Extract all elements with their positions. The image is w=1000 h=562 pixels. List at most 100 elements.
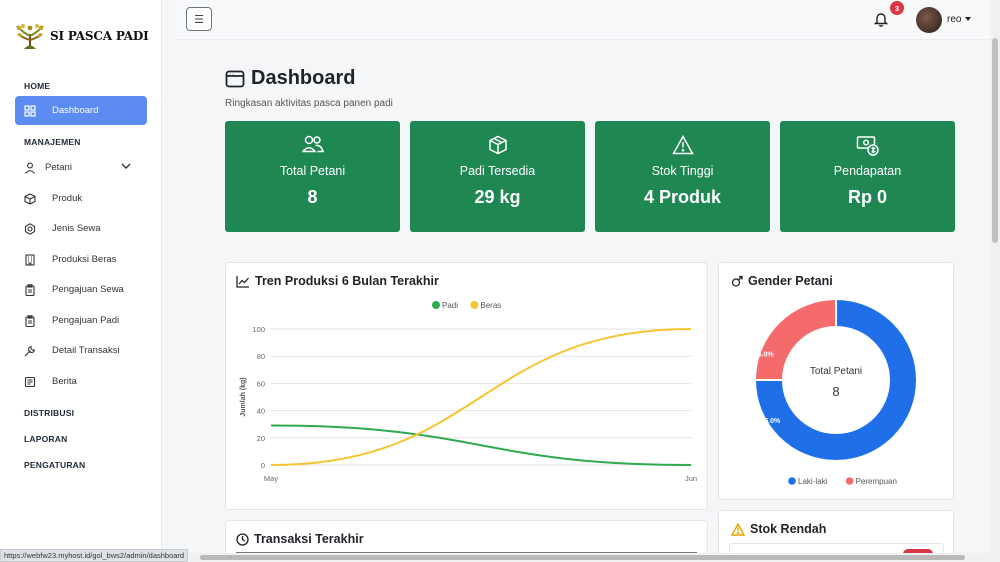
sidebar-item-label: Berita (52, 376, 77, 387)
box-icon (488, 135, 507, 155)
series-line-beras (270, 328, 692, 466)
series-line-padi (270, 424, 692, 466)
stat-label: Total Petani (279, 164, 346, 178)
legend-label: Beras (480, 301, 501, 310)
trend-card-title-text: Tren Produksi 6 Bulan Terakhir (255, 274, 439, 288)
donut-center-value: 8 (832, 384, 839, 399)
sidebar-item-berita[interactable]: Berita (15, 367, 147, 396)
x-tick-label: Jun (685, 474, 697, 483)
y-tick-label: 0 (261, 461, 265, 470)
stat-card-stok-tinggi: Stok Tinggi 4 Produk (595, 121, 770, 232)
sidebar-item-label: Produk (52, 193, 83, 204)
sidebar-item-pengajuan-padi[interactable]: Pengajuan Padi (15, 306, 147, 335)
stat-card-pendapatan: Pendapatan Rp 0 (780, 121, 955, 232)
chevron-down-icon (121, 163, 131, 169)
legend-swatch (845, 477, 854, 485)
stat-label: Pendapatan (833, 164, 902, 178)
sidebar-item-label: Produksi Beras (52, 254, 117, 265)
clipboard-icon (23, 283, 36, 296)
legend-label: Padi (442, 301, 458, 310)
box-icon (23, 192, 36, 205)
sidebar-item-label: Petani (45, 162, 72, 173)
grid-icon (23, 104, 36, 117)
cash-icon (856, 136, 879, 156)
sidebar-item-label: Pengajuan Sewa (52, 284, 124, 295)
y-tick-label: 20 (257, 434, 265, 443)
sidebar-item-label: Detail Transaksi (52, 345, 120, 356)
newspaper-icon (23, 375, 36, 388)
sidebar-item-produk[interactable]: Produk (15, 184, 147, 213)
clock-icon (236, 532, 249, 546)
y-axis-label: Jumlah (kg) (240, 377, 247, 416)
gender-card: Gender Petani 75.0% 25.0% Total Petani 8 Lak… (718, 262, 954, 500)
sidebar-item-detail-transaksi[interactable]: Detail Transaksi (15, 336, 147, 365)
sidebar: SI PASCA PADI HOME Dashboard MANAJEMEN P… (0, 0, 162, 562)
pie-slice-perempuan (753, 297, 837, 381)
gender-card-title-text: Gender Petani (748, 274, 833, 288)
stok-rendah-card-title: Stok Rendah (731, 522, 826, 536)
stok-rendah-card-title-text: Stok Rendah (750, 522, 827, 536)
gender-chart: 75.0% 25.0% Total Petani 8 Laki-laki Perempua… (753, 297, 918, 486)
gender-card-title: Gender Petani (731, 274, 833, 288)
gear-icon (23, 222, 36, 235)
clipboard-icon (23, 314, 36, 327)
sidebar-item-jenis-sewa[interactable]: Jenis Sewa (15, 214, 147, 243)
page-title-text: Dashboard (251, 67, 356, 89)
people-icon (301, 135, 324, 153)
pie-value-label: 25.0% (754, 352, 775, 359)
rice-plant-logo (16, 24, 44, 49)
y-tick-label: 40 (257, 407, 265, 416)
sidebar-item-produksi-beras[interactable]: Produksi Beras (15, 245, 147, 274)
nav-section-distribusi[interactable]: DISTRIBUSI (24, 408, 75, 418)
stat-card-padi-tersedia: Padi Tersedia 29 kg (410, 121, 585, 232)
caret-down-icon[interactable] (965, 17, 971, 21)
legend-label: Perempuan (856, 477, 897, 486)
divider (236, 552, 697, 553)
status-url: https://webfw23.myhost.id/gol_bws2/admin… (0, 549, 189, 562)
horizontal-scrollbar[interactable] (0, 553, 990, 562)
legend-label: Laki-laki (798, 477, 828, 486)
person-icon (23, 161, 36, 174)
trend-card: Tren Produksi 6 Bulan Terakhir Padi Beras… (225, 262, 708, 510)
transaksi-card-title-text: Transaksi Terakhir (254, 532, 364, 546)
legend-swatch (470, 301, 479, 309)
chart-line-icon (236, 275, 249, 288)
legend-swatch (432, 301, 440, 309)
stat-value: 4 Produk (643, 187, 722, 207)
brand[interactable]: SI PASCA PADI (14, 22, 149, 50)
stat-value: 8 (307, 187, 318, 207)
sidebar-item-pengajuan-sewa[interactable]: Pengajuan Sewa (15, 275, 147, 304)
sidebar-item-dashboard[interactable]: Dashboard (15, 96, 147, 125)
y-tick-label: 100 (252, 325, 265, 334)
pie-slice-laki-laki (753, 297, 918, 462)
nav-section-home: HOME (24, 81, 51, 91)
pie-value-label: 75.0% (760, 418, 781, 425)
brand-name: SI PASCA PADI (50, 29, 149, 43)
sidebar-item-petani[interactable]: Petani (15, 153, 147, 182)
y-tick-label: 80 (257, 352, 265, 361)
stat-label: Padi Tersedia (459, 164, 536, 178)
avatar[interactable] (916, 7, 942, 33)
trend-card-title: Tren Produksi 6 Bulan Terakhir (236, 274, 439, 288)
stat-label: Stok Tinggi (651, 164, 714, 178)
donut-center-label: Total Petani (810, 366, 862, 377)
stat-value: 29 kg (474, 187, 521, 207)
transaksi-card-title: Transaksi Terakhir (236, 532, 364, 546)
sidebar-item-label: Pengajuan Padi (52, 315, 120, 326)
notification-badge: 3 (890, 1, 904, 15)
page-title: Dashboard (225, 67, 355, 90)
sidebar-item-label: Jenis Sewa (52, 223, 101, 234)
nav-section-pengaturan[interactable]: PENGATURAN (24, 460, 86, 470)
wrench-icon (23, 344, 36, 357)
stat-card-total-petani: Total Petani 8 (225, 121, 400, 232)
nav-section-laporan[interactable]: LAPORAN (24, 434, 68, 444)
vertical-scrollbar[interactable] (990, 0, 1000, 562)
gender-icon (731, 275, 743, 287)
y-tick-label: 60 (257, 379, 265, 388)
user-name[interactable]: reo (947, 14, 962, 25)
stat-value: Rp 0 (847, 187, 887, 207)
warning-icon (731, 522, 745, 536)
sidebar-toggle-button[interactable]: ☰ (186, 7, 212, 31)
bell-icon[interactable] (871, 9, 891, 29)
topbar: ☰ 3 reo (175, 0, 995, 40)
